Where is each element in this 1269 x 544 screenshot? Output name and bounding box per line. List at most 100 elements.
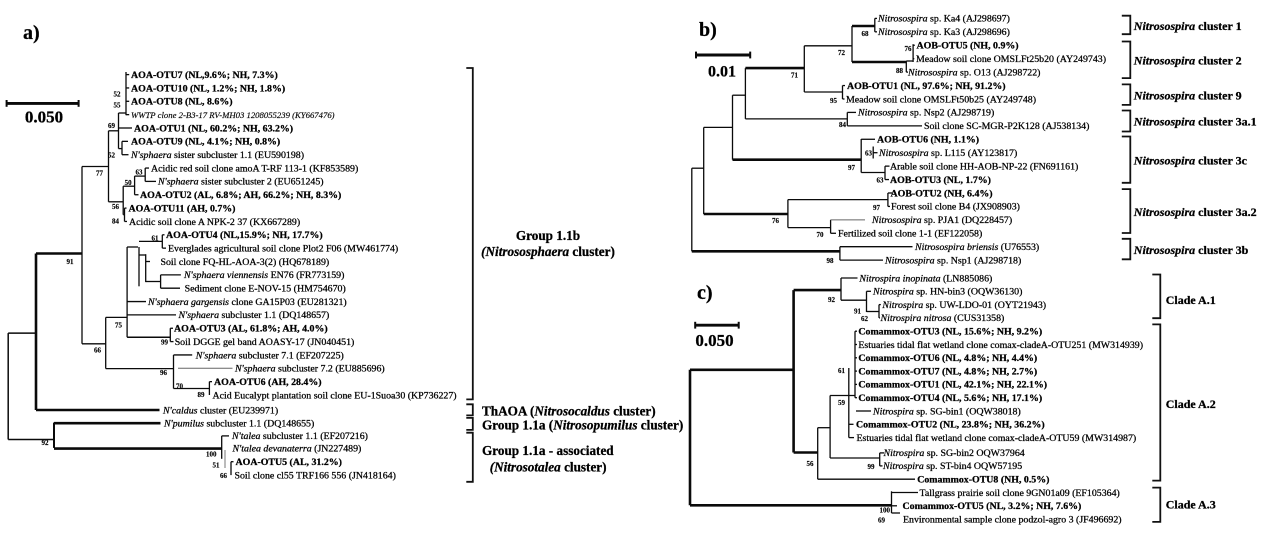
svg-text:Meadow soil clone OMSLFt25b20: Meadow soil clone OMSLFt25b20 (AY249743) — [916, 54, 1106, 65]
svg-text:AOB-OTU2 (NH, 6.4%): AOB-OTU2 (NH, 6.4%) — [891, 188, 993, 199]
svg-text:91: 91 — [854, 308, 862, 316]
svg-text:Comammox-OTU8 (NH, 0.5%): Comammox-OTU8 (NH, 0.5%) — [917, 475, 1049, 486]
svg-text:71: 71 — [791, 72, 799, 80]
svg-text:Clade A.2: Clade A.2 — [1166, 397, 1216, 411]
svg-text:Forest soil clone B4 (JX908903: Forest soil clone B4 (JX908903) — [891, 202, 1020, 213]
svg-text:88: 88 — [896, 67, 904, 75]
svg-text:AOA-OTU10 (NL, 1.2%; NH, 1.8%): AOA-OTU10 (NL, 1.2%; NH, 1.8%) — [131, 83, 285, 94]
svg-text:52: 52 — [108, 152, 116, 160]
svg-text:N'sphaera subcluster 1.1 (DQ14: N'sphaera subcluster 1.1 (DQ148657) — [178, 310, 330, 321]
svg-text:Acid Eucalypt plantation soil: Acid Eucalypt plantation soil clone EU-1… — [213, 390, 457, 401]
svg-text:Nitrosospira briensis (U76553): Nitrosospira briensis (U76553) — [914, 242, 1039, 253]
svg-text:N'pumilus subcluster 1.1 (DQ14: N'pumilus subcluster 1.1 (DQ148655) — [163, 419, 314, 430]
svg-text:Nitrospira inopinata (LN885086: Nitrospira inopinata (LN885086) — [858, 273, 992, 284]
svg-text:AOA-OTU8 (NL, 8.6%): AOA-OTU8 (NL, 8.6%) — [131, 97, 233, 108]
svg-text:55: 55 — [114, 102, 122, 110]
svg-text:a): a) — [23, 22, 40, 44]
svg-text:Nitrosospira sp. Ka3 (AJ298696: Nitrosospira sp. Ka3 (AJ298696) — [877, 27, 1010, 38]
svg-text:92: 92 — [828, 296, 836, 304]
svg-text:AOA-OTU5 (AL, 31.2%): AOA-OTU5 (AL, 31.2%) — [236, 457, 342, 468]
svg-text:72: 72 — [838, 49, 846, 57]
svg-text:Environmental sample clone pod: Environmental sample clone podzol-agro 3… — [903, 515, 1122, 526]
svg-text:Nitrosospira sp. Nsp2 (AJ29871: Nitrosospira sp. Nsp2 (AJ298719) — [857, 108, 994, 119]
svg-text:Comammox-OTU6 (NL, 4.8%; NH, 4: Comammox-OTU6 (NL, 4.8%; NH, 4.4%) — [858, 353, 1037, 364]
svg-text:62: 62 — [861, 315, 869, 323]
svg-text:WWTP clone 2-B3-17 RV-MH03 120: WWTP clone 2-B3-17 RV-MH03 1208055239 (K… — [131, 110, 335, 120]
svg-text:Nitrosospira cluster 3b: Nitrosospira cluster 3b — [1133, 243, 1249, 257]
svg-text:95: 95 — [830, 97, 838, 105]
svg-text:92: 92 — [42, 439, 50, 447]
svg-text:Nitrospira sp. HN-bin3 (OQW361: Nitrospira sp. HN-bin3 (OQW36130) — [872, 287, 1022, 298]
svg-text:84: 84 — [839, 121, 847, 129]
svg-text:Meadow soil clone OMSLFt50b25: Meadow soil clone OMSLFt50b25 (AY249748) — [846, 94, 1036, 105]
svg-text:91: 91 — [67, 258, 75, 266]
svg-text:63: 63 — [877, 177, 885, 185]
svg-text:Clade A.3: Clade A.3 — [1166, 498, 1216, 512]
svg-text:Comammox-OTU1 (NL, 42.1%; NH,: Comammox-OTU1 (NL, 42.1%; NH, 22.1%) — [858, 380, 1047, 391]
svg-text:Estuaries tidal flat wetland c: Estuaries tidal flat wetland clone comax… — [857, 433, 1137, 444]
svg-text:66: 66 — [94, 347, 102, 355]
svg-text:Comammox-OTU2 (NL, 23.8%; NH,: Comammox-OTU2 (NL, 23.8%; NH, 36.2%) — [856, 420, 1045, 431]
svg-text:61: 61 — [152, 234, 160, 242]
svg-text:Sediment clone E-NOV-15 (HM754: Sediment clone E-NOV-15 (HM754670) — [185, 284, 346, 295]
svg-text:61: 61 — [838, 367, 846, 375]
svg-text:Group 1.1b: Group 1.1b — [516, 228, 580, 243]
svg-text:97: 97 — [848, 164, 856, 172]
svg-text:68: 68 — [862, 30, 870, 38]
svg-text:Nitrospira sp. ST-bin4 OQW5719: Nitrospira sp. ST-bin4 OQW57195 — [882, 461, 1022, 472]
svg-text:AOB-OTU6 (NH, 1.1%): AOB-OTU6 (NH, 1.1%) — [877, 135, 979, 146]
svg-text:Fertilized soil clone 1-1 (EF1: Fertilized soil clone 1-1 (EF122058) — [838, 229, 982, 240]
svg-text:0.050: 0.050 — [25, 108, 63, 127]
svg-text:AOA-OTU6 (AH, 28.4%): AOA-OTU6 (AH, 28.4%) — [214, 377, 322, 388]
svg-text:Group 1.1a - associated: Group 1.1a - associated — [482, 443, 614, 458]
svg-text:AOA-OTU4 (NL,15.9%; NH, 17.7%): AOA-OTU4 (NL,15.9%; NH, 17.7%) — [166, 230, 323, 241]
svg-text:59: 59 — [838, 399, 846, 407]
svg-text:Estuaries tidal flat wetland c: Estuaries tidal flat wetland clone comax… — [858, 340, 1143, 351]
svg-text:b): b) — [699, 19, 717, 41]
svg-text:89: 89 — [198, 391, 206, 399]
svg-text:77: 77 — [96, 170, 104, 178]
svg-text:100: 100 — [206, 451, 217, 459]
svg-text:c): c) — [697, 282, 713, 304]
svg-text:Everglades agricultural soil c: Everglades agricultural soil clone Plot2… — [168, 243, 398, 254]
svg-text:70: 70 — [176, 383, 184, 391]
svg-text:76: 76 — [905, 45, 913, 53]
svg-text:0.050: 0.050 — [695, 331, 733, 350]
svg-text:Nitrosospira cluster 1: Nitrosospira cluster 1 — [1133, 19, 1242, 33]
svg-text:Nitrosospira cluster 2: Nitrosospira cluster 2 — [1133, 53, 1242, 67]
svg-text:Comammox-OTU4 (NL, 5.6%; NH, 1: Comammox-OTU4 (NL, 5.6%; NH, 17.1%) — [858, 393, 1042, 404]
svg-text:Tallgrass prairie soil clone 9: Tallgrass prairie soil clone 9GN01a09 (E… — [920, 488, 1120, 499]
svg-text:63: 63 — [136, 169, 144, 177]
svg-text:N'talea devanaterra (JN227489): N'talea devanaterra (JN227489) — [232, 444, 362, 455]
svg-text:99: 99 — [161, 339, 169, 347]
svg-text:69: 69 — [108, 122, 116, 130]
svg-text:70: 70 — [817, 231, 825, 239]
svg-text:0.01: 0.01 — [708, 64, 736, 81]
svg-text:Nitrosospira cluster 3c: Nitrosospira cluster 3c — [1133, 153, 1248, 167]
svg-text:ThAOA (Nitrosocaldus cluster): ThAOA (Nitrosocaldus cluster) — [482, 403, 656, 418]
svg-text:Nitrospira sp. SG-bin2 OQW3796: Nitrospira sp. SG-bin2 OQW37964 — [883, 448, 1025, 459]
svg-text:Nitrosospira cluster 3a.1: Nitrosospira cluster 3a.1 — [1133, 115, 1257, 129]
svg-text:Comammox-OTU3 (NL, 15.6%; NH,: Comammox-OTU3 (NL, 15.6%; NH, 9.2%) — [858, 327, 1042, 338]
svg-text:Nitrosospira sp. O13 (AJ298722: Nitrosospira sp. O13 (AJ298722) — [907, 67, 1040, 78]
svg-text:N'sphaera sister subcluster 1.: N'sphaera sister subcluster 1.1 (EU59019… — [130, 150, 304, 161]
svg-text:AOB-OTU5 (NH, 0.9%): AOB-OTU5 (NH, 0.9%) — [917, 41, 1019, 52]
svg-text:52: 52 — [114, 91, 122, 99]
svg-text:96: 96 — [160, 369, 168, 377]
svg-text:AOB-OTU3 (NL, 1.7%): AOB-OTU3 (NL, 1.7%) — [890, 175, 991, 186]
svg-text:100: 100 — [880, 507, 891, 515]
svg-text:N'sphaera subcluster 7.2 (EU88: N'sphaera subcluster 7.2 (EU885696) — [234, 364, 385, 375]
svg-text:Comammox-OTU5 (NL, 3.2%; NH, 7: Comammox-OTU5 (NL, 3.2%; NH, 7.6%) — [903, 501, 1082, 512]
svg-text:Comammox-OTU7 (NL, 4.8%; NH, 2: Comammox-OTU7 (NL, 4.8%; NH, 2.7%) — [858, 366, 1037, 377]
svg-text:69: 69 — [878, 517, 886, 525]
svg-text:AOA-OTU9 (NL, 4.1%; NH, 0.8%): AOA-OTU9 (NL, 4.1%; NH, 0.8%) — [131, 137, 280, 148]
svg-text:N'sphaera sister subcluster 2: N'sphaera sister subcluster 2 (EU651245) — [157, 177, 324, 188]
svg-text:AOA-OTU1 (NL, 60.2%; NH, 63.2%: AOA-OTU1 (NL, 60.2%; NH, 63.2%) — [134, 123, 293, 134]
svg-text:AOA-OTU7 (NL,9.6%; NH, 7.3%): AOA-OTU7 (NL,9.6%; NH, 7.3%) — [131, 70, 278, 81]
svg-text:Arable soil clone HH-AOB-NP-22: Arable soil clone HH-AOB-NP-22 (FN691161… — [890, 161, 1078, 172]
svg-text:Nitrosospira cluster 9: Nitrosospira cluster 9 — [1133, 88, 1242, 102]
svg-text:Nitrosospira sp. L115 (AY12381: Nitrosospira sp. L115 (AY123817) — [878, 148, 1017, 159]
svg-text:AOB-OTU1 (NL, 97.6%; NH, 91.2%: AOB-OTU1 (NL, 97.6%; NH, 91.2%) — [847, 81, 1006, 92]
svg-text:Soil clone SC-MGR-P2K128 (AJ53: Soil clone SC-MGR-P2K128 (AJ538134) — [924, 121, 1089, 132]
svg-text:Nitrosospira sp. Ka4 (AJ298697: Nitrosospira sp. Ka4 (AJ298697) — [877, 14, 1010, 25]
